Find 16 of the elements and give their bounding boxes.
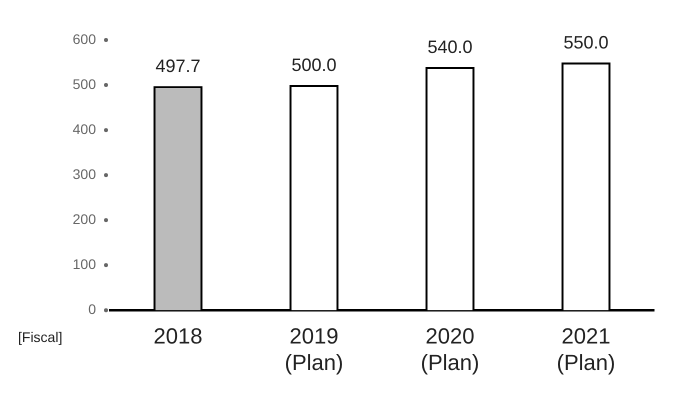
text: [Fiscal] xyxy=(18,329,62,346)
x-tick-label: 2019 (Plan) xyxy=(284,323,344,375)
x-tick-label: 2021 (Plan) xyxy=(556,323,616,375)
y-tick-label: 500 xyxy=(72,76,96,92)
data-label: 500.0 xyxy=(291,55,337,75)
y-tick-label: 400 xyxy=(72,120,96,137)
y-tick-label: 600 xyxy=(72,30,96,47)
y-tick-label: 300 xyxy=(72,166,96,182)
data-label: 497.7 xyxy=(155,56,201,76)
data-label: 550.0 xyxy=(563,32,609,52)
x-tick-label: 2018 xyxy=(154,323,202,348)
x-tick-label: 2020 (Plan) xyxy=(420,323,480,375)
y-tick-label: 0 xyxy=(88,301,96,318)
data-label: 540.0 xyxy=(427,36,473,57)
y-tick-label: 200 xyxy=(72,210,96,227)
y-tick-label: 100 xyxy=(72,256,96,272)
